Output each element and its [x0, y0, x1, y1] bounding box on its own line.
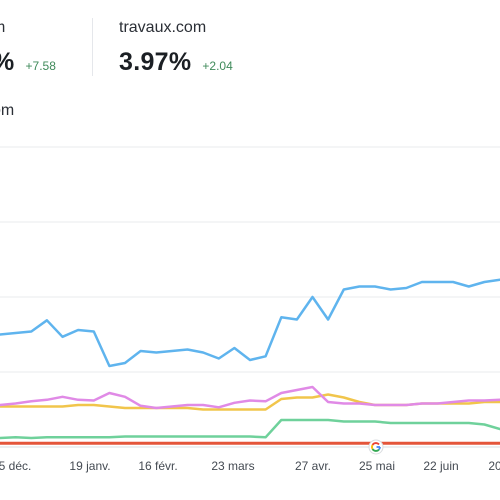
- x-tick-label: 23 mars: [211, 459, 254, 473]
- chart-grid: [0, 146, 500, 448]
- google-icon-arc: [376, 446, 381, 451]
- google-icon-arc: [371, 442, 380, 446]
- series-line-1: [0, 278, 500, 368]
- x-tick-label: 19 janv.: [69, 459, 110, 473]
- google-icon[interactable]: [368, 439, 384, 455]
- x-tick-label: 25 mai: [359, 459, 395, 473]
- metric-divider: [92, 18, 93, 76]
- x-tick-label: 27 avr.: [295, 459, 331, 473]
- metric-2-value: 3.97%: [119, 48, 192, 76]
- metric-1-delta: +7.58: [25, 59, 56, 73]
- metric-card-2: travaux.com 3.97% +2.04: [119, 18, 233, 77]
- x-tick-label: 20: [488, 459, 500, 473]
- series-line-3: [0, 393, 500, 411]
- x-tick-label: 16 févr.: [138, 459, 177, 473]
- google-icon-arc: [371, 448, 380, 452]
- x-tick-label: 22 juin: [423, 459, 458, 473]
- google-icon-arc: [371, 444, 374, 450]
- google-icon-badge: [368, 439, 384, 455]
- metric-1-value: %: [0, 48, 15, 77]
- metric-1-name: m: [0, 18, 56, 38]
- metric-2-name: travaux.com: [119, 19, 207, 36]
- series-line-2: [0, 385, 500, 410]
- line-chart: 5 déc. 19 janv. 16 févr. 23 mars 27 avr. 25 m…: [0, 146, 500, 473]
- metric-card-1: m % +7.58: [0, 18, 56, 77]
- chart-series-label: om: [0, 102, 15, 119]
- metric-2-delta: +2.04: [202, 59, 233, 73]
- series-line-4: [0, 418, 500, 440]
- x-tick-label: 5 déc.: [0, 459, 31, 473]
- chart-lines: [0, 278, 500, 445]
- chart-x-ticks: 5 déc. 19 janv. 16 févr. 23 mars 27 avr. 25 m…: [0, 459, 500, 473]
